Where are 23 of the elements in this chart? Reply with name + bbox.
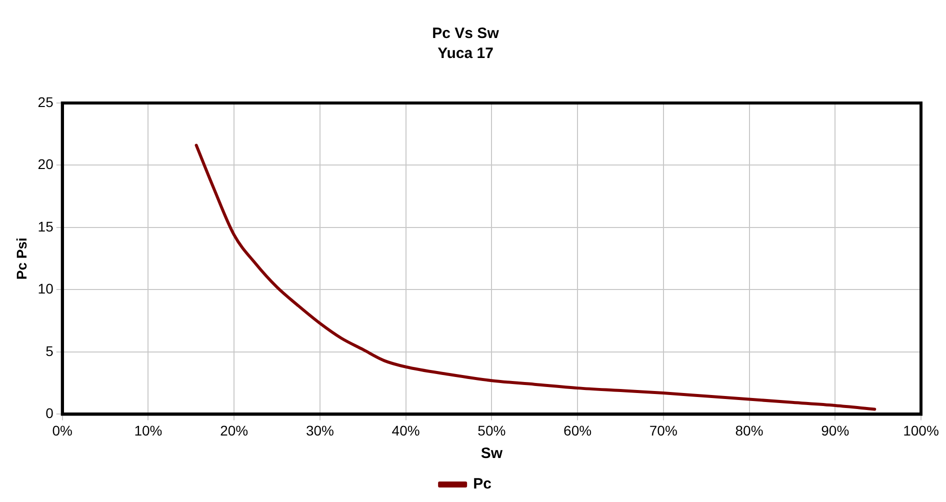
- x-tick-label: 80%: [735, 422, 764, 438]
- y-tick-label: 20: [38, 156, 54, 172]
- y-tick-label: 15: [38, 218, 54, 234]
- x-tick-label: 30%: [306, 422, 334, 438]
- y-tick-label: 10: [38, 280, 54, 297]
- y-tick-label: 0: [46, 405, 54, 422]
- x-tick-label: 20%: [220, 422, 248, 438]
- y-tick-label: 25: [38, 94, 54, 110]
- legend-label: Pc: [473, 476, 492, 493]
- x-tick-label: 40%: [392, 422, 420, 438]
- y-axis-title: Pc Psi: [13, 238, 30, 280]
- x-tick-label: 70%: [649, 422, 678, 438]
- x-axis-title: Sw: [480, 445, 503, 462]
- y-tick-label: 5: [46, 342, 54, 359]
- x-tick-label: 100%: [903, 422, 939, 438]
- x-tick-label: 90%: [821, 422, 850, 438]
- x-tick-label: 60%: [564, 422, 592, 438]
- x-tick-label: 10%: [134, 422, 162, 438]
- chart-subtitle: Yuca 17: [438, 45, 494, 62]
- x-tick-label: 50%: [478, 422, 506, 438]
- chart-title: Pc Vs Sw: [432, 25, 500, 42]
- x-tick-label: 0%: [52, 422, 72, 438]
- line-series: [194, 144, 876, 411]
